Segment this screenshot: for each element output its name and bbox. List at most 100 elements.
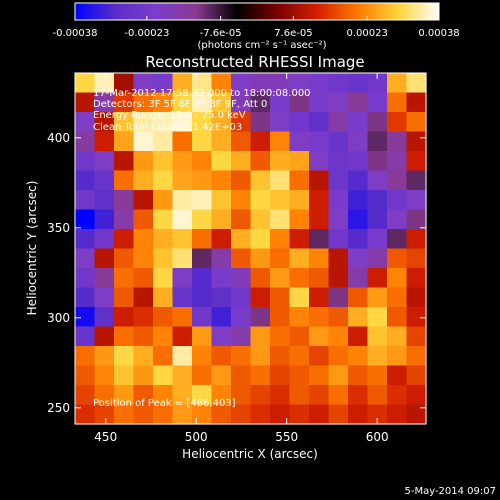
heatmap-cell [133, 365, 154, 386]
annotation-clean: Clean Total Counts: 1.42E+03 [93, 122, 242, 133]
heatmap-cell [250, 209, 271, 230]
heatmap-cell [153, 365, 174, 386]
heatmap-cell [289, 190, 310, 211]
heatmap-cell [172, 229, 193, 250]
heatmap-cell [133, 190, 154, 211]
heatmap-cell [231, 346, 252, 367]
heatmap-cell [75, 346, 96, 367]
heatmap-cell [406, 307, 427, 328]
heatmap-cell [387, 73, 408, 94]
heatmap-cell [348, 112, 369, 133]
annotation-energy: Energy Range: 12.0 - 25.0 keV [93, 110, 246, 121]
heatmap-cell [367, 170, 388, 191]
x-axis-ticks: 450 500 550 600 [94, 73, 389, 444]
heatmap-cell [348, 73, 369, 94]
colorbar-tick-label: -0.00038 [53, 28, 98, 39]
heatmap-cell [75, 287, 96, 308]
heatmap-cell [406, 209, 427, 230]
heatmap-cell [192, 346, 213, 367]
heatmap-cell [75, 190, 96, 211]
heatmap-cell [406, 170, 427, 191]
heatmap-cell [94, 365, 115, 386]
annotation-peak: Position of Peak = [486,403] [93, 398, 236, 409]
heatmap-cell [289, 385, 310, 406]
heatmap-cell [192, 268, 213, 289]
x-axis-label: Heliocentric X (arcsec) [182, 447, 318, 461]
x-tick-label: 550 [275, 430, 298, 444]
heatmap-cell [211, 287, 232, 308]
heatmap-cell [328, 112, 349, 133]
heatmap-cell [211, 365, 232, 386]
heatmap-cell [75, 385, 96, 406]
heatmap-cell [367, 326, 388, 347]
heatmap-cell [192, 287, 213, 308]
heatmap-cell [406, 385, 427, 406]
heatmap-cell [94, 131, 115, 152]
heatmap-cell [114, 346, 135, 367]
heatmap-cell [406, 365, 427, 386]
heatmap-cell [250, 404, 271, 425]
heatmap-cell [250, 190, 271, 211]
heatmap-cell [153, 307, 174, 328]
heatmap-cell [348, 190, 369, 211]
heatmap-cell [348, 326, 369, 347]
heatmap-cell [309, 73, 330, 94]
heatmap-cell [94, 248, 115, 269]
heatmap-cell [387, 365, 408, 386]
heatmap-cell [309, 151, 330, 172]
heatmap-cell [328, 209, 349, 230]
colorbar-strip [74, 2, 440, 21]
heatmap-cell [270, 248, 291, 269]
heatmap-cell [270, 73, 291, 94]
heatmap-cell [289, 307, 310, 328]
heatmap-cell [231, 151, 252, 172]
heatmap-cell [172, 365, 193, 386]
heatmap-cell [231, 385, 252, 406]
heatmap-cell [328, 287, 349, 308]
heatmap-cell [192, 73, 213, 94]
heatmap-cell [211, 190, 232, 211]
heatmap-cell [153, 268, 174, 289]
heatmap-cell [153, 385, 174, 406]
heatmap-cell [348, 385, 369, 406]
heatmap-cell [406, 131, 427, 152]
heatmap-cell [270, 404, 291, 425]
heatmap-cell [192, 229, 213, 250]
heatmap-cell [211, 131, 232, 152]
heatmap-cell [387, 287, 408, 308]
heatmap-cell [328, 307, 349, 328]
heatmap-cell [172, 209, 193, 230]
heatmap-cell [153, 346, 174, 367]
heatmap-cell [114, 248, 135, 269]
heatmap-cell [250, 307, 271, 328]
heatmap-cell [153, 131, 174, 152]
heatmap-cell [192, 131, 213, 152]
heatmap-cell [250, 151, 271, 172]
heatmap-cell [387, 209, 408, 230]
heatmap-cell [114, 131, 135, 152]
heatmap-cell [75, 151, 96, 172]
x-tick-label: 450 [94, 430, 117, 444]
heatmap-cell [114, 190, 135, 211]
heatmap-cell [153, 151, 174, 172]
heatmap-cell [192, 190, 213, 211]
heatmap-cell [211, 404, 232, 425]
heatmap-cell [172, 307, 193, 328]
heatmap-cell [153, 287, 174, 308]
heatmap-cell [387, 190, 408, 211]
heatmap-cell [153, 92, 174, 113]
heatmap-cell [231, 287, 252, 308]
heatmap-cell [192, 151, 213, 172]
heatmap-cell [133, 346, 154, 367]
heatmap-cell [406, 404, 427, 425]
heatmap-cell [75, 248, 96, 269]
heatmap-cell [387, 151, 408, 172]
heatmap-cell [328, 365, 349, 386]
heatmap-cell [75, 229, 96, 250]
heatmap-cell [328, 326, 349, 347]
heatmap-cell [133, 92, 154, 113]
heatmap-cell [250, 170, 271, 191]
heatmap-cell [289, 73, 310, 94]
heatmap-cell [270, 385, 291, 406]
heatmap-cell [133, 209, 154, 230]
